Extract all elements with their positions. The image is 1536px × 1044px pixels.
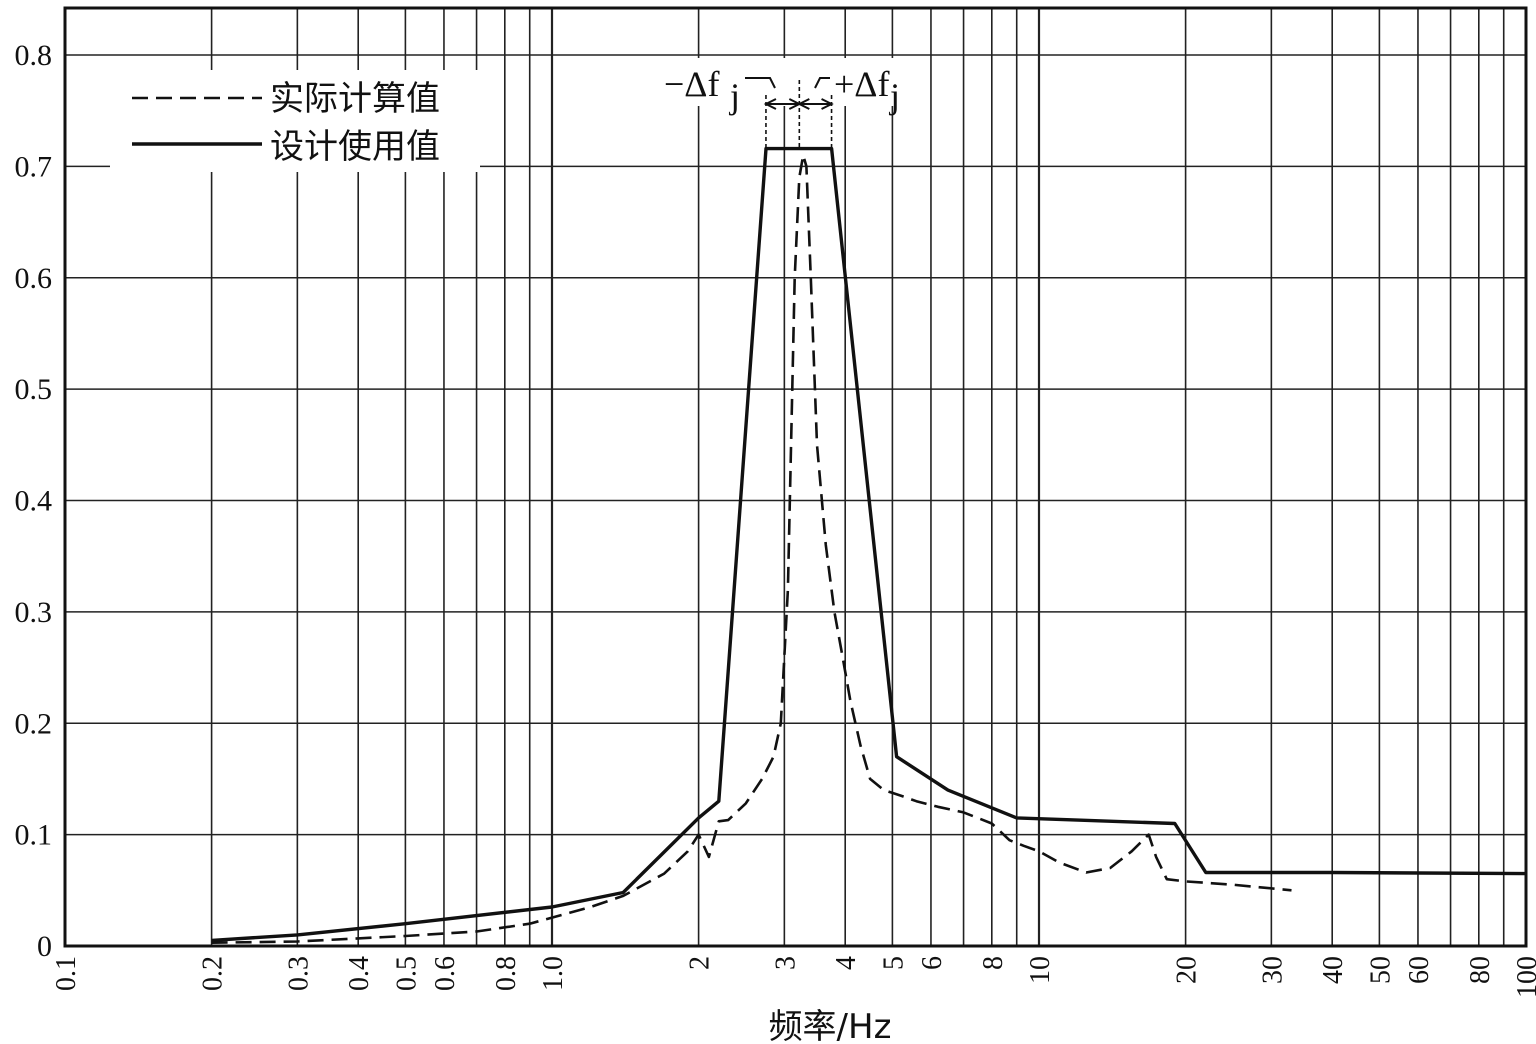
x-tick-label: 0.5 — [391, 956, 422, 991]
y-tick-label: 0 — [37, 930, 52, 963]
delta-plus-subscript: j — [888, 76, 900, 116]
x-tick-label: 20 — [1172, 956, 1203, 984]
plot-border — [63, 6, 1528, 948]
x-tick-label: 8 — [978, 956, 1009, 970]
x-tick-label: 0.8 — [491, 956, 522, 991]
y-tick-label: 0.5 — [15, 373, 53, 406]
bracket-right — [814, 77, 830, 89]
delta-f-annotation: −Δf j +Δf j — [660, 58, 910, 150]
y-tick-labels: 0 0.1 0.2 0.3 0.4 0.5 0.6 0.7 0.8 — [15, 39, 53, 963]
x-tick-label: 3 — [770, 956, 801, 970]
annotation-background — [660, 58, 910, 106]
x-axis-title: 频率/Hz — [769, 1007, 892, 1044]
x-tick-label: 100 — [1512, 956, 1536, 998]
x-tick-label: 4 — [831, 956, 862, 970]
y-tick-label: 0.8 — [15, 39, 53, 72]
x-tick-label: 2 — [685, 956, 716, 970]
x-tick-label: 0.3 — [283, 956, 314, 991]
legend-label-design: 设计使用值 — [270, 127, 440, 167]
legend-background — [110, 70, 480, 172]
x-tick-label: 40 — [1318, 956, 1349, 984]
y-tick-label: 0.6 — [15, 262, 53, 295]
x-tick-label: 5 — [878, 956, 909, 970]
series-line-design — [211, 146, 1527, 943]
plot-frame — [63, 6, 1528, 948]
y-tick-label: 0.1 — [15, 819, 53, 852]
delta-minus-label: −Δf — [664, 64, 719, 104]
x-tick-label: 0.6 — [430, 956, 461, 991]
x-tick-label: 60 — [1404, 956, 1435, 984]
x-tick-label: 1.0 — [538, 956, 569, 991]
delta-minus-subscript: j — [728, 76, 740, 116]
x-tick-label: 6 — [917, 956, 948, 970]
x-tick-label: 80 — [1465, 956, 1496, 984]
bracket-left — [745, 77, 776, 89]
x-tick-label: 0.1 — [51, 956, 82, 991]
y-tick-label: 0.2 — [15, 707, 53, 740]
series-line-actual — [211, 153, 1292, 944]
x-tick-label: 50 — [1365, 956, 1396, 984]
y-tick-label: 0.7 — [15, 150, 53, 183]
y-tick-label: 0.4 — [15, 485, 53, 518]
x-tick-label: 10 — [1025, 956, 1056, 984]
legend-label-actual: 实际计算值 — [270, 79, 440, 119]
x-tick-label: 0.4 — [344, 956, 375, 991]
y-tick-label: 0.3 — [15, 596, 53, 629]
x-tick-labels: 0.1 0.2 0.3 0.4 0.5 0.6 0.8 1.0 2 3 4 5 6 8 10 20 30 40 50… — [51, 956, 1536, 998]
x-tick-label: 0.2 — [198, 956, 229, 991]
series-layer — [211, 146, 1527, 944]
x-tick-label: 30 — [1257, 956, 1288, 984]
delta-plus-label: +Δf — [834, 64, 889, 104]
